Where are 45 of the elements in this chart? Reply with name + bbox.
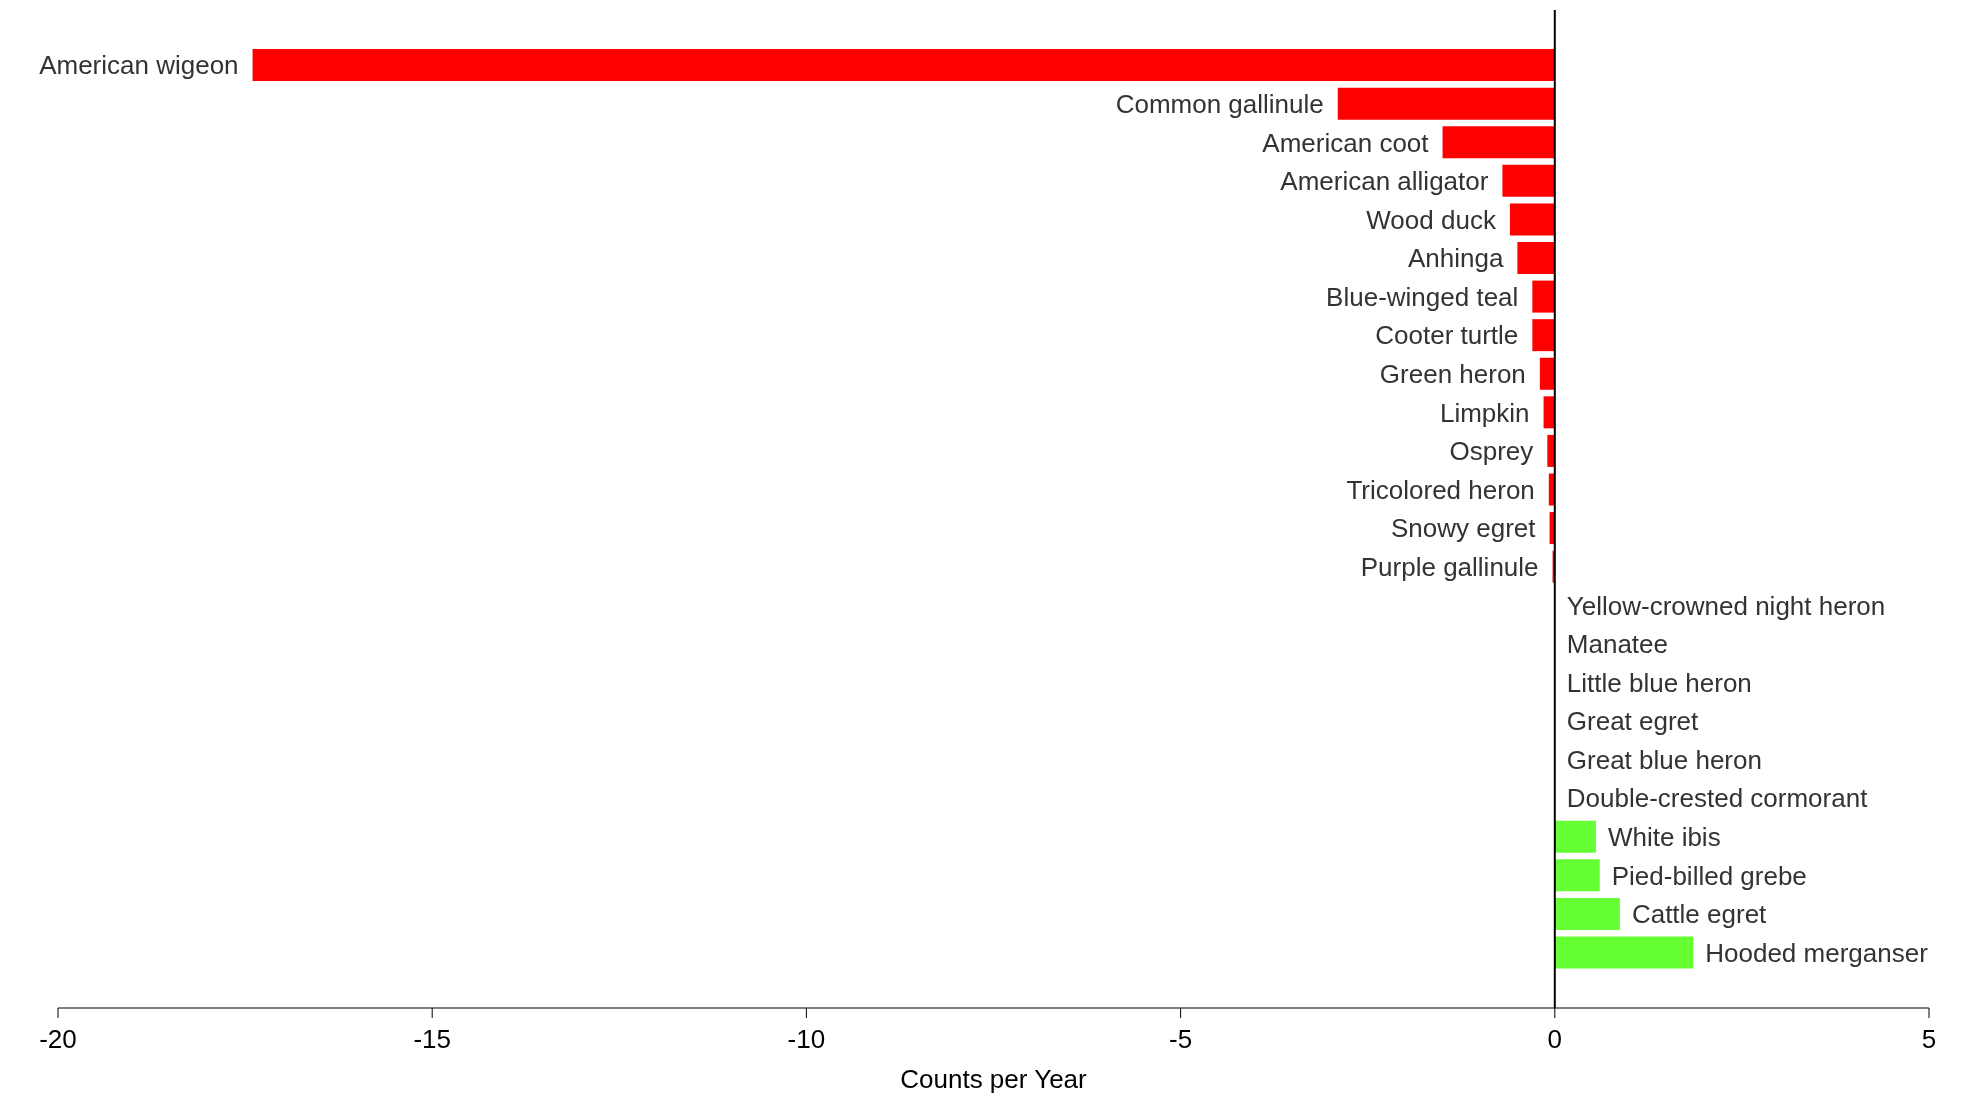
bar <box>1554 859 1600 892</box>
y-tick-label: Cattle egret <box>1631 899 1768 930</box>
x-tick-label: -5 <box>1169 1024 1193 1055</box>
bar <box>1517 242 1555 274</box>
y-tick-label: American alligator <box>1280 166 1489 197</box>
y-tick-label: Hooded merganser <box>1705 937 1929 968</box>
bar <box>252 49 1555 82</box>
y-tick-label: Little blue heron <box>1566 667 1752 698</box>
bar <box>1554 820 1596 853</box>
y-tick-label: American wigeon <box>39 50 239 81</box>
x-tick-label: -15 <box>413 1024 451 1055</box>
bar <box>1532 319 1555 352</box>
y-tick-label: Great blue heron <box>1566 744 1762 775</box>
y-tick-label: Tricolored heron <box>1346 474 1535 505</box>
y-tick-label: Purple gallinule <box>1360 551 1539 582</box>
y-tick-label: Snowy egret <box>1391 513 1537 544</box>
y-tick-label: Manatee <box>1566 629 1668 660</box>
y-tick-label: Green heron <box>1379 359 1526 390</box>
x-tick-label: 0 <box>1547 1024 1563 1055</box>
bar <box>1532 280 1555 313</box>
bar <box>1554 936 1694 969</box>
y-tick-label: Anhinga <box>1407 243 1504 274</box>
y-tick-label: Double-crested cormorant <box>1566 783 1869 814</box>
x-tick-label: -20 <box>39 1024 77 1055</box>
y-tick-label: American coot <box>1262 127 1430 158</box>
x-tick-label: -10 <box>787 1024 826 1055</box>
y-tick-label: Wood duck <box>1366 204 1497 235</box>
bar <box>1554 897 1620 930</box>
y-tick-label: Blue-winged teal <box>1326 281 1519 312</box>
bar <box>1337 87 1555 120</box>
y-tick-label: Great egret <box>1566 706 1700 737</box>
y-tick-label: White ibis <box>1607 822 1721 853</box>
x-axis-title: Counts per Year <box>900 1064 1088 1094</box>
bar <box>1509 203 1555 236</box>
y-tick-label: Pied-billed grebe <box>1611 860 1807 891</box>
bar <box>1539 357 1555 390</box>
x-tick-label: 5 <box>1921 1024 1937 1055</box>
bar <box>1547 434 1555 467</box>
y-tick-label: Cooter turtle <box>1375 320 1519 351</box>
y-tick-label: Osprey <box>1449 436 1534 467</box>
y-tick-label: Yellow-crowned night heron <box>1566 590 1886 621</box>
y-tick-label: Limpkin <box>1439 397 1530 428</box>
y-tick-label: Common gallinule <box>1115 88 1324 119</box>
bar <box>1502 164 1555 197</box>
bar <box>1442 126 1555 159</box>
